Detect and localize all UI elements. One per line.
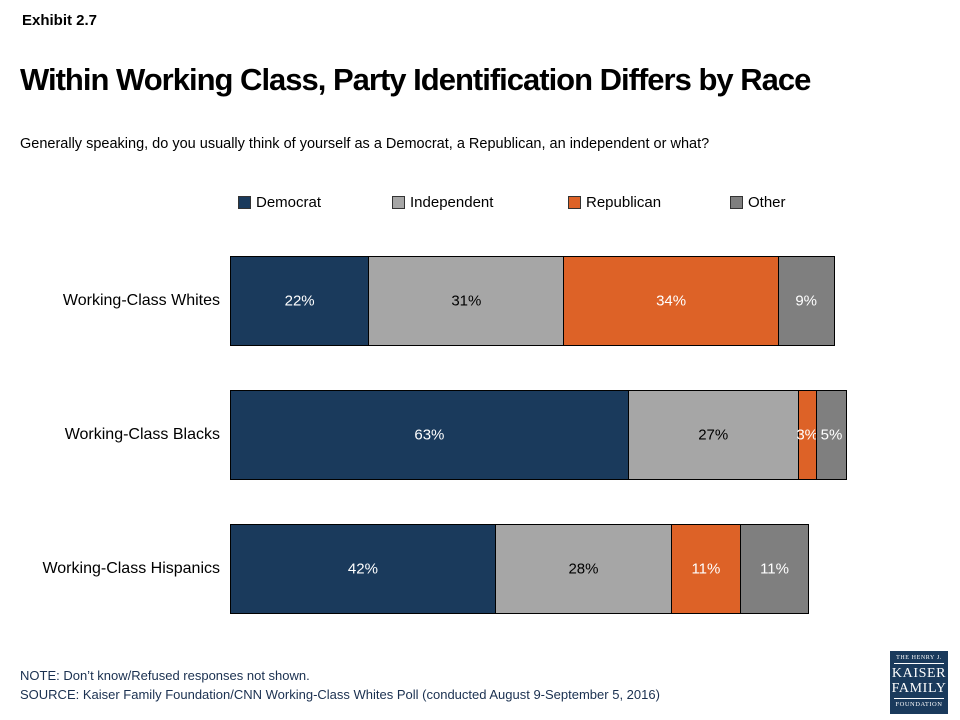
legend-swatch-independent (392, 196, 405, 209)
legend-item-independent: Independent (392, 194, 493, 211)
bar-segment-democrat: 63% (230, 390, 629, 480)
survey-question-subtitle: Generally speaking, do you usually think… (20, 136, 710, 152)
bar-plot: 42% 28% 11% 11% (230, 524, 863, 614)
segment-value-label: 9% (795, 292, 818, 310)
segment-value-label: 5% (820, 426, 843, 444)
logo-line-kaiser: KAISER (891, 666, 947, 681)
bar-row: Working-Class Blacks 63% 27% 3% 5% (0, 390, 960, 480)
segment-value-label: 63% (414, 426, 445, 444)
bar-segment-republican: 3% (796, 390, 819, 480)
bar-segment-democrat: 42% (230, 524, 496, 614)
bar-row: Working-Class Hispanics 42% 28% 11% 11% (0, 524, 960, 614)
segment-value-label: 42% (347, 560, 378, 578)
legend-item-republican: Republican (568, 194, 661, 211)
bar-segment-independent: 31% (368, 256, 565, 346)
footer-note: NOTE: Don’t know/Refused responses not s… (20, 668, 310, 683)
segment-value-label: 11% (691, 560, 721, 578)
segment-value-label: 11% (760, 560, 789, 578)
logo-line-family: FAMILY (891, 681, 947, 696)
legend-label: Other (748, 194, 786, 211)
bar-plot: 22% 31% 34% 9% (230, 256, 863, 346)
exhibit-label: Exhibit 2.7 (22, 12, 98, 29)
bar-segment-democrat: 22% (230, 256, 370, 346)
segment-value-label: 31% (451, 292, 482, 310)
logo-line-henry-j: THE HENRY J. (894, 655, 944, 664)
page-title: Within Working Class, Party Identificati… (20, 62, 811, 97)
segment-value-label: 22% (284, 292, 315, 310)
bar-segment-independent: 27% (627, 390, 799, 480)
category-label: Working-Class Blacks (64, 426, 220, 443)
category-label: Working-Class Whites (62, 292, 220, 309)
bar-segment-republican: 34% (563, 256, 779, 346)
segment-value-label: 27% (698, 426, 729, 444)
kaiser-family-foundation-logo: THE HENRY J. KAISER FAMILY FOUNDATION (890, 651, 948, 714)
category-label: Working-Class Hispanics (42, 560, 220, 577)
legend-label: Independent (410, 194, 494, 211)
bar-segment-other: 5% (815, 390, 848, 480)
legend-label: Republican (586, 194, 662, 211)
legend-item-democrat: Democrat (238, 194, 321, 211)
bar-plot: 63% 27% 3% 5% (230, 390, 863, 480)
segment-value-label: 28% (568, 560, 599, 578)
bar-segment-republican: 11% (671, 524, 741, 614)
legend-swatch-republican (568, 196, 581, 209)
segment-value-label: 3% (796, 426, 819, 444)
legend-item-other: Other (730, 194, 786, 211)
legend-swatch-democrat (238, 196, 251, 209)
bar-row: Working-Class Whites 22% 31% 34% 9% (0, 256, 960, 346)
bar-segment-other: 11% (739, 524, 810, 614)
bar-segment-other: 9% (777, 256, 835, 346)
logo-line-foundation: FOUNDATION (894, 698, 944, 708)
segment-value-label: 34% (656, 292, 687, 310)
legend-swatch-other (730, 196, 743, 209)
bar-segment-independent: 28% (494, 524, 673, 614)
legend-label: Democrat (256, 194, 322, 211)
legend: Democrat Independent Republican Other (0, 194, 960, 214)
footer-source: SOURCE: Kaiser Family Foundation/CNN Wor… (20, 687, 660, 702)
